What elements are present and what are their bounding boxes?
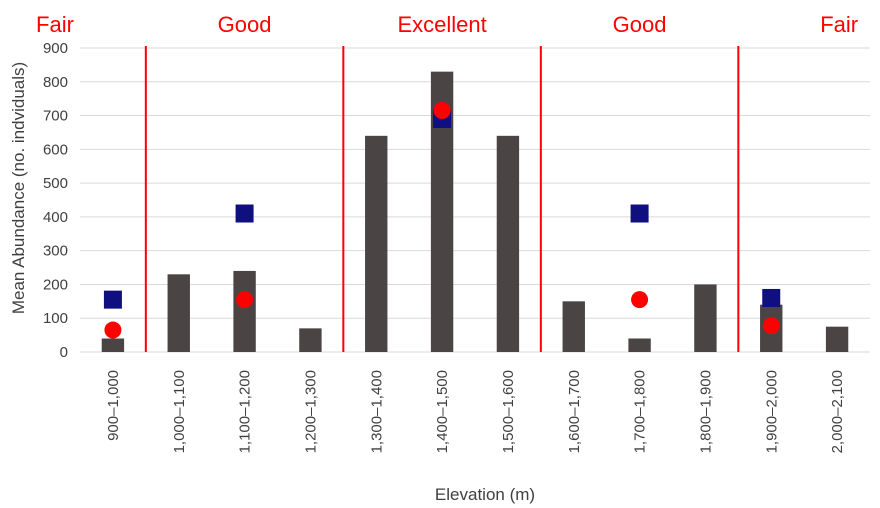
square-marker: [235, 204, 254, 223]
square-marker: [103, 290, 122, 309]
bar: [233, 270, 256, 352]
zone-label: Excellent: [397, 12, 486, 37]
x-tick-label: 1,200–1,300: [302, 370, 319, 453]
x-tick-label: 2,000–2,100: [829, 370, 846, 453]
y-tick-label: 900: [43, 40, 68, 57]
y-tick-label: 0: [60, 344, 68, 361]
x-axis-ticks: 900–1,000 1,000–1,100 1,100–1,200 1,200–1,3…: [105, 370, 846, 453]
y-tick-label: 700: [43, 108, 68, 125]
x-tick-label: 1,400–1,500: [434, 370, 451, 453]
marker-series: [103, 101, 781, 339]
y-tick-label: 600: [43, 141, 68, 158]
x-tick-label: 1,500–1,600: [500, 370, 517, 453]
circle-marker: [762, 317, 780, 335]
x-tick-label: 1,100–1,200: [237, 370, 254, 453]
zone-labels: Fair Good Excellent Good Fair: [36, 12, 858, 37]
zone-dividers: [144, 46, 740, 352]
y-tick-label: 300: [43, 243, 68, 260]
bar: [167, 274, 190, 352]
y-tick-label: 400: [43, 209, 68, 226]
bar: [365, 135, 388, 352]
zone-label: Good: [613, 12, 667, 37]
x-tick-label: 1,700–1,800: [632, 370, 649, 453]
circle-marker: [631, 291, 649, 309]
x-tick-label: 1,300–1,400: [368, 370, 385, 453]
x-tick-label: 1,600–1,700: [566, 370, 583, 453]
x-tick-label: 1,900–2,000: [763, 370, 780, 453]
circle-marker: [433, 101, 451, 119]
bar-series: [101, 71, 849, 353]
bar: [694, 284, 717, 352]
x-tick-label: 1,800–1,900: [697, 370, 714, 453]
square-marker: [762, 288, 781, 307]
x-axis-title: Elevation (m): [435, 485, 535, 504]
gridlines: [80, 47, 870, 353]
y-axis-ticks: 0 100 200 300 400 500 600 700 800 900: [43, 40, 68, 361]
circle-marker: [236, 291, 254, 309]
bar: [628, 338, 651, 352]
zone-label: Fair: [36, 12, 74, 37]
y-tick-label: 800: [43, 74, 68, 91]
y-tick-label: 100: [43, 310, 68, 327]
zone-label: Fair: [820, 12, 858, 37]
y-tick-label: 200: [43, 276, 68, 293]
x-tick-label: 900–1,000: [105, 370, 122, 441]
zone-label: Good: [218, 12, 272, 37]
bar: [496, 135, 520, 352]
bar: [562, 301, 585, 352]
bar: [430, 71, 454, 353]
bar: [825, 326, 849, 352]
x-tick-label: 1,000–1,100: [171, 370, 188, 453]
bar: [101, 338, 125, 352]
y-tick-label: 500: [43, 175, 68, 192]
square-marker: [630, 204, 649, 223]
bar: [299, 328, 322, 352]
circle-marker: [104, 321, 122, 339]
y-axis-title: Mean Abundance (no. indviduals): [9, 62, 28, 314]
